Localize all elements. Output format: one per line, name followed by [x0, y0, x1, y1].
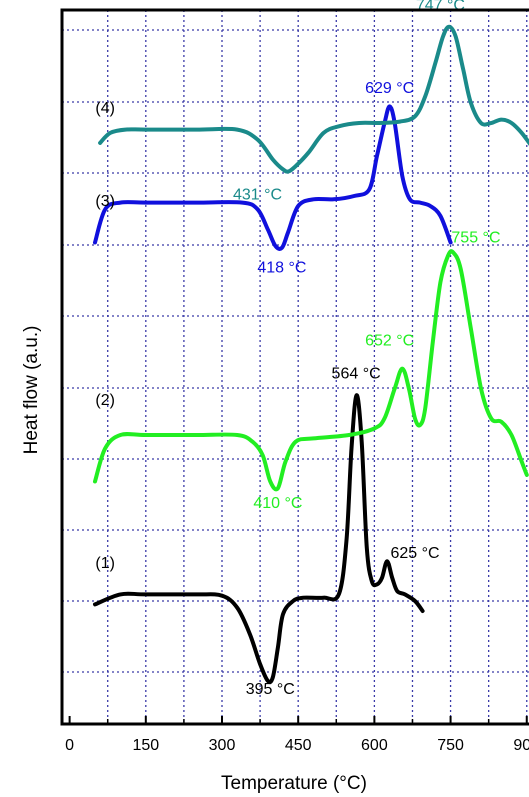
series-line-2 — [93, 249, 529, 492]
y-axis-title: Heat flow (a.u.) — [21, 326, 42, 455]
x-tick-label: 150 — [132, 737, 159, 754]
peak-annotation: 755 °C — [451, 229, 500, 246]
x-tick-label: 600 — [361, 737, 388, 754]
curve-label: (1) — [95, 555, 115, 572]
x-tick-label: 450 — [285, 737, 312, 754]
peak-annotation: 564 °C — [332, 366, 381, 383]
peak-annotation: 652 °C — [365, 332, 414, 349]
series-layer — [93, 24, 529, 685]
x-tick-label: 0 — [65, 737, 74, 754]
x-axis-title: Temperature (°C) — [221, 773, 367, 794]
series-line-4 — [98, 24, 529, 174]
curve-label: (2) — [95, 392, 115, 409]
series-line-1 — [93, 393, 425, 685]
x-tick-label: 750 — [437, 737, 464, 754]
peak-annotation: 418 °C — [257, 259, 306, 276]
peak-annotation: 625 °C — [390, 545, 439, 562]
peak-annotation: 410 °C — [253, 495, 302, 512]
peak-annotation: 629 °C — [365, 80, 414, 97]
peak-annotation: 395 °C — [246, 681, 295, 698]
plot-frame — [60, 8, 529, 726]
peak-annotation: 747 °C — [416, 0, 465, 14]
x-tick-label: 900 — [513, 737, 529, 754]
series-line-3 — [93, 104, 453, 251]
curve-label: (4) — [95, 100, 115, 117]
grid — [62, 10, 529, 724]
x-tick-label: 300 — [209, 737, 236, 754]
curve-label: (3) — [95, 193, 115, 210]
x-axis: 0 150 300 450 600 750 900 — [65, 716, 529, 754]
peak-annotation: 431 °C — [233, 186, 282, 203]
label-layer: (1) (2) (3) (4) 395 °C 564 °C 625 °C 410 °C 652 … — [95, 0, 500, 698]
